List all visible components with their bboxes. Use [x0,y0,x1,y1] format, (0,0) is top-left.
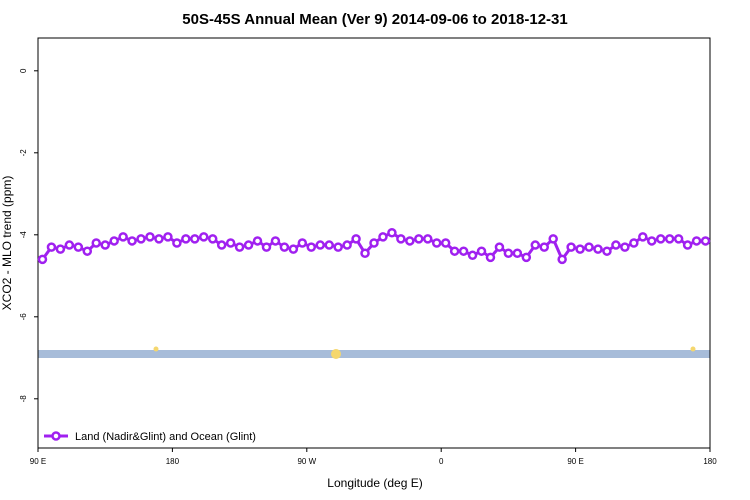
point [620,242,630,252]
point [647,236,657,246]
point [369,238,379,248]
y-tick-label: 0 [19,68,28,73]
land-marker [690,346,696,352]
point [638,232,648,242]
point [584,242,594,252]
point [629,238,639,248]
point [154,234,164,244]
x-tick-label: 90 E [567,457,583,466]
point [414,234,424,244]
point [682,240,693,250]
point [423,234,433,244]
point [485,252,496,263]
y-tick-label: -8 [19,395,28,403]
point [503,248,514,258]
point [494,242,505,252]
point [431,238,442,248]
point [225,238,236,248]
point [539,242,549,252]
point [216,240,227,250]
point [199,232,209,242]
point [261,242,272,252]
point [127,236,137,246]
x-tick-label: 90 W [297,457,316,466]
point [396,234,406,244]
point [136,234,146,244]
point [172,238,182,248]
point [557,254,567,265]
point [243,240,254,250]
legend-marker [51,431,61,441]
point [234,242,245,252]
point [288,244,299,254]
point [252,236,263,246]
point [467,250,478,261]
point [530,240,541,250]
y-tick-label: -6 [19,313,28,321]
point [315,240,325,250]
point [270,236,281,246]
point [100,240,110,250]
point [566,242,576,252]
point [351,234,361,244]
point [118,232,128,242]
point [512,248,523,258]
point [55,244,66,254]
x-tick-label: 90 E [30,457,46,466]
point [458,246,469,256]
point [611,240,621,250]
y-tick-label: -2 [19,149,28,157]
point [602,246,612,256]
point [91,238,101,248]
y-tick-label: -4 [19,231,28,239]
point [145,232,155,242]
point [297,238,308,248]
point [664,234,675,244]
point [73,242,84,252]
point [64,240,75,250]
point [324,240,334,250]
point [449,246,460,256]
point [691,236,702,246]
point [655,234,666,244]
point [207,234,218,244]
point [37,254,48,265]
land-marker [331,349,341,359]
point [109,236,119,246]
point [181,234,191,244]
point [700,236,711,246]
point [673,234,684,244]
point [333,242,343,252]
x-tick-label: 0 [439,457,444,466]
point [521,252,532,263]
point [342,240,352,250]
chart-title: 50S-45S Annual Mean (Ver 9) 2014-09-06 t… [182,11,567,28]
point [306,242,317,252]
legend-label: Land (Nadir&Glint) and Ocean (Glint) [75,431,256,443]
point [405,236,415,246]
point [190,234,200,244]
x-axis-label: Longitude (deg E) [327,476,422,490]
point [440,238,451,248]
point [378,232,388,242]
coverage-band [38,350,710,358]
point [82,246,93,256]
point [593,244,603,254]
x-tick-label: 180 [703,457,717,466]
x-tick-label: 180 [166,457,180,466]
point [387,228,397,238]
point [163,232,173,242]
point [575,244,585,254]
point [476,246,487,256]
point [548,234,558,244]
y-axis-label: XCO2 - MLO trend (ppm) [0,176,14,311]
land-marker [153,346,159,352]
plot-frame [37,37,711,449]
point [46,242,57,252]
point [279,242,290,252]
point [360,248,370,258]
